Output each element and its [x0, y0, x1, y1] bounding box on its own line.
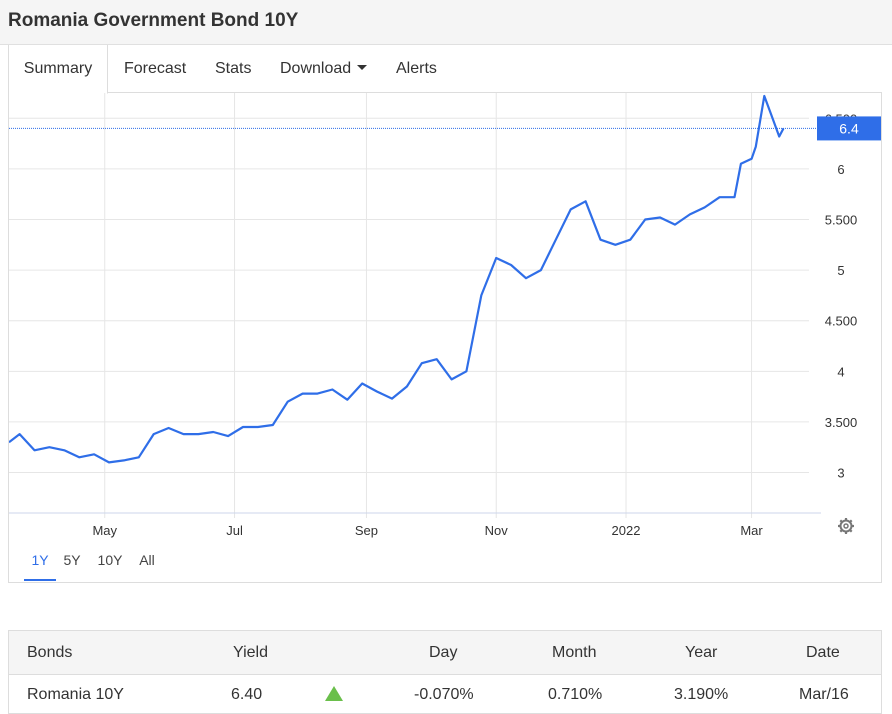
month-change: 0.710%: [548, 686, 603, 703]
header-day[interactable]: Day: [429, 644, 458, 661]
row-date: Mar/16: [799, 686, 849, 703]
bond-name[interactable]: Romania 10Y: [27, 686, 124, 703]
header-year[interactable]: Year: [685, 644, 718, 661]
y-tick-label: 3.500: [825, 415, 858, 430]
tab-download-label: Download: [280, 60, 352, 77]
bonds-table: Bonds Yield Day Month Year Date Romania …: [8, 630, 882, 714]
x-tick-label: 2022: [612, 523, 641, 538]
tab-stats[interactable]: Stats: [215, 45, 251, 93]
table-header: Bonds Yield Day Month Year Date: [9, 631, 881, 675]
title-bar: Romania Government Bond 10Y: [0, 0, 892, 45]
range-all[interactable]: All: [139, 552, 155, 568]
current-value-badge: 6.4: [817, 116, 881, 141]
x-tick-label: Nov: [485, 523, 509, 538]
y-tick-label: 5: [837, 263, 844, 278]
range-5y[interactable]: 5Y: [63, 552, 81, 568]
x-tick-label: Sep: [355, 523, 378, 538]
tab-bar: Summary Forecast Stats Download Alerts: [8, 45, 882, 94]
tab-alerts[interactable]: Alerts: [396, 45, 437, 93]
tab-forecast-label: Forecast: [124, 60, 187, 77]
year-change: 3.190%: [674, 686, 729, 703]
tab-download[interactable]: Download: [280, 45, 368, 93]
x-tick-label: Mar: [740, 523, 763, 538]
range-1y[interactable]: 1Y: [24, 545, 56, 581]
gear-icon[interactable]: [838, 518, 854, 534]
header-bonds[interactable]: Bonds: [27, 644, 73, 661]
series-line: [9, 94, 785, 464]
range-10y[interactable]: 10Y: [97, 552, 123, 568]
header-yield[interactable]: Yield: [233, 644, 268, 661]
y-tick-label: 5.500: [825, 213, 858, 228]
header-month[interactable]: Month: [552, 644, 597, 661]
chevron-down-icon: [357, 65, 368, 71]
tab-summary[interactable]: Summary: [8, 45, 108, 94]
tab-forecast[interactable]: Forecast: [124, 45, 186, 93]
x-axis-labels: May Jul Sep Nov 2022 Mar: [92, 523, 763, 538]
current-value-badge-bg: [817, 116, 881, 141]
y-tick-label: 6: [837, 162, 844, 177]
x-tick-label: Jul: [226, 523, 243, 538]
day-change: -0.070%: [414, 686, 474, 703]
tab-alerts-label: Alerts: [396, 60, 437, 77]
y-tick-label: 4: [837, 364, 844, 379]
page-title: Romania Government Bond 10Y: [8, 10, 299, 31]
y-tick-label: 3: [837, 466, 844, 481]
tab-stats-label: Stats: [215, 60, 252, 77]
current-value-label: 6.4: [839, 120, 859, 136]
tab-summary-label: Summary: [23, 60, 93, 77]
bond-yield: 6.40: [231, 686, 263, 703]
header-date[interactable]: Date: [806, 644, 840, 661]
x-tick-label: May: [92, 523, 117, 538]
up-arrow-icon: [325, 686, 343, 701]
chart-grid: [9, 93, 809, 518]
y-tick-label: 4.500: [825, 314, 858, 329]
